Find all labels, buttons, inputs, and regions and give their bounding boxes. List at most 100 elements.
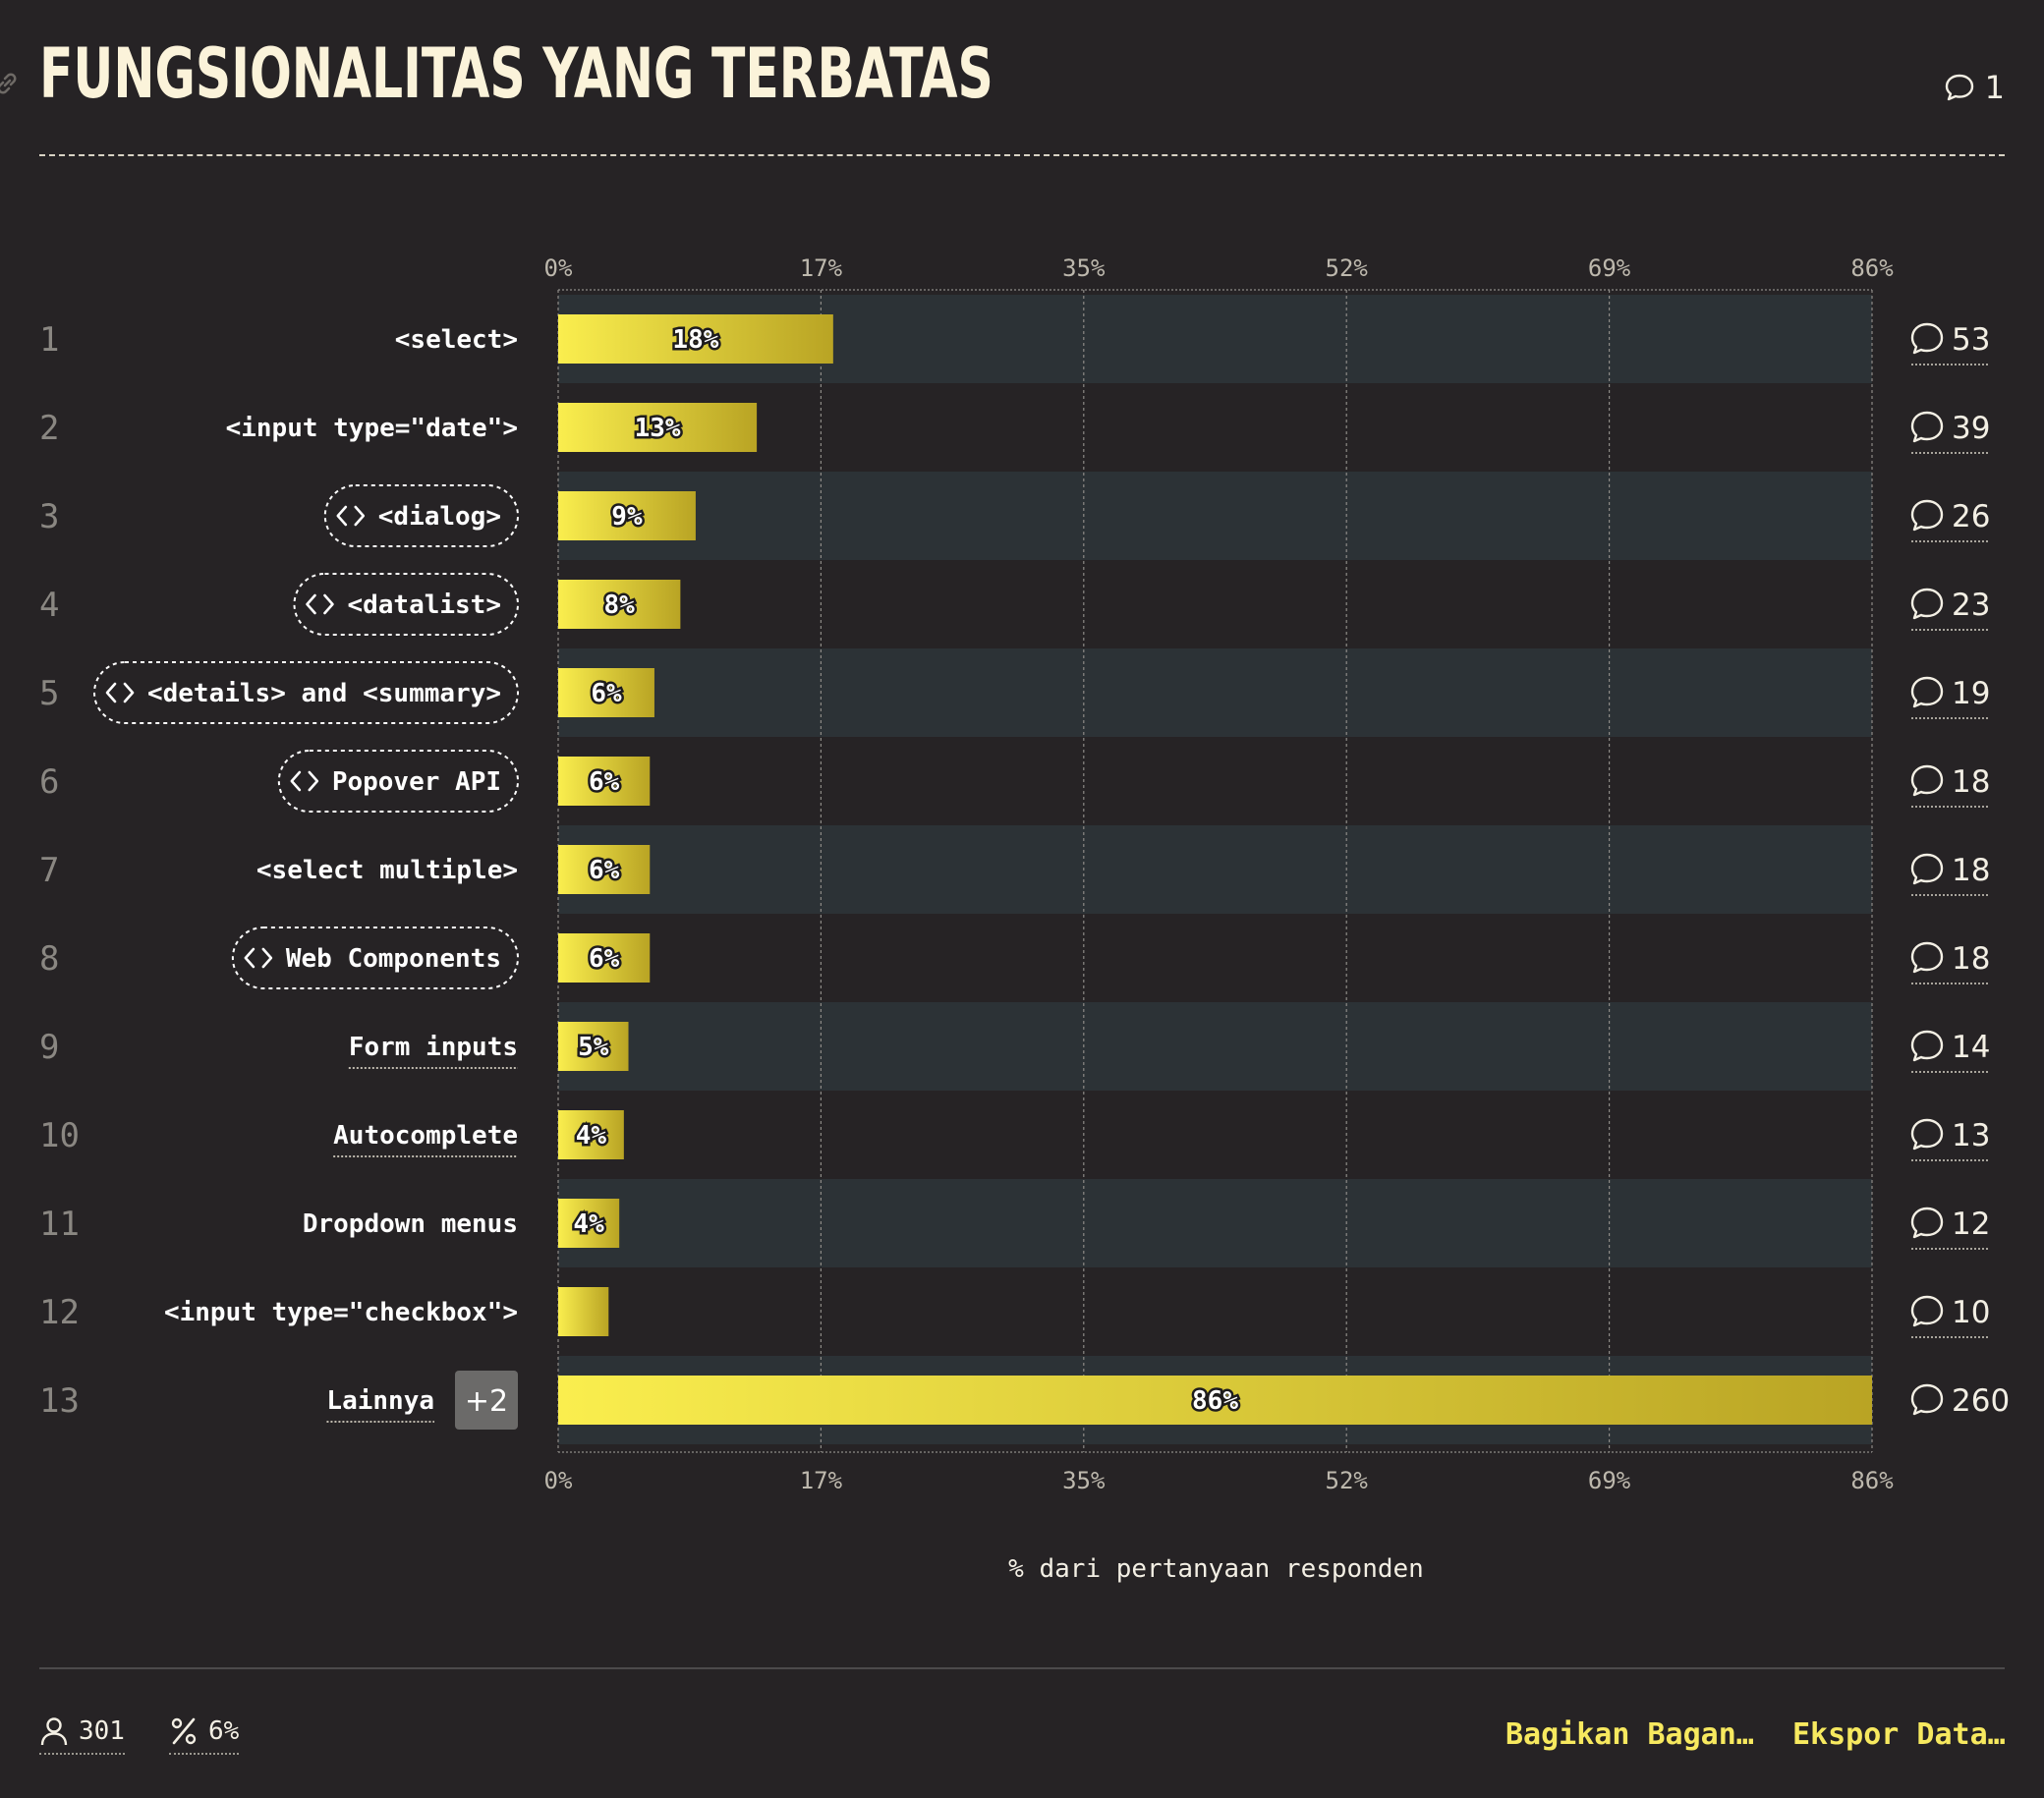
- row-comment-count: 18: [1952, 853, 1990, 888]
- feature-tag-pill[interactable]: [93, 661, 519, 724]
- bar-value-label: 6%: [591, 679, 622, 708]
- percent-icon: [171, 1717, 197, 1745]
- row-rank: 12: [39, 1293, 80, 1332]
- comment-bubble-icon: [1910, 1118, 1944, 1151]
- row-comments-button[interactable]: 26: [1910, 499, 1990, 542]
- row-rank: 4: [39, 586, 59, 625]
- x-tick-label: 0%: [544, 1467, 573, 1494]
- row-label[interactable]: Lainnya: [326, 1386, 434, 1416]
- bar-value-label: 13%: [635, 414, 681, 443]
- bar[interactable]: [558, 1110, 624, 1159]
- chart-row: 8 Web Components 18: [39, 927, 1990, 989]
- row-label[interactable]: Autocomplete: [333, 1121, 518, 1151]
- row-comment-count: 53: [1952, 322, 1990, 358]
- row-rank: 6: [39, 762, 59, 802]
- x-tick-label: 86%: [1850, 254, 1894, 282]
- row-label[interactable]: <select multiple>: [256, 856, 518, 885]
- feature-tag-pill[interactable]: [231, 927, 519, 989]
- comment-bubble-icon: [1910, 322, 1944, 355]
- chart-row: 11 Dropdown menus 12: [39, 1205, 1990, 1250]
- row-band: [558, 472, 1872, 560]
- chart-row: 6 Popover API 18: [39, 750, 1990, 813]
- bar[interactable]: [558, 314, 833, 364]
- code-brackets-icon: [336, 505, 366, 527]
- code-bracket-left: [290, 770, 302, 792]
- bar-value-label: 6%: [589, 767, 620, 797]
- code-bracket-right: [354, 505, 366, 527]
- feature-tag-pill[interactable]: [293, 573, 520, 636]
- row-comments-button[interactable]: 39: [1910, 411, 1990, 454]
- bar[interactable]: [558, 933, 651, 983]
- bar[interactable]: [558, 845, 651, 894]
- comment-bubble-icon: [1910, 499, 1944, 532]
- bar[interactable]: [558, 580, 681, 629]
- bar-value-label: 86%: [1192, 1386, 1238, 1416]
- x-tick-label: 17%: [800, 254, 843, 282]
- link-icon[interactable]: [0, 71, 20, 96]
- chart-row: 1 <select> 53: [39, 320, 1990, 365]
- title-comments-button[interactable]: 1: [1944, 69, 2005, 106]
- badge-label: +2: [465, 1384, 508, 1419]
- bar[interactable]: [558, 1199, 620, 1248]
- row-comments-button[interactable]: 260: [1910, 1383, 2010, 1419]
- x-axis-title: % dari pertanyaan responden: [1008, 1554, 1424, 1584]
- row-label[interactable]: <input type="date">: [226, 414, 518, 443]
- row-rank: 2: [39, 409, 59, 448]
- chart-row: 2 <input type="date"> 39: [39, 409, 1990, 454]
- more-items-badge[interactable]: +2: [455, 1371, 518, 1430]
- row-comments-button[interactable]: 12: [1910, 1207, 1990, 1250]
- feature-tag-pill[interactable]: [277, 750, 519, 813]
- row-comments-button[interactable]: 53: [1910, 322, 1990, 365]
- chart-row: 9 Form inputs 14: [39, 1028, 1990, 1073]
- row-comment-count: 10: [1952, 1295, 1990, 1330]
- bar[interactable]: [558, 403, 758, 452]
- chart-row: 10 Autocomplete 13: [39, 1116, 1990, 1161]
- bar[interactable]: [558, 757, 651, 806]
- respondents-count: 301: [79, 1716, 125, 1746]
- row-comments-button[interactable]: 18: [1910, 853, 1990, 896]
- row-label[interactable]: Popover API: [332, 767, 501, 797]
- comment-bubble-icon: [1910, 764, 1944, 797]
- row-label[interactable]: <details> and <summary>: [147, 679, 501, 708]
- code-bracket-left: [306, 593, 316, 615]
- row-label[interactable]: Form inputs: [349, 1033, 518, 1062]
- export-data-button[interactable]: Ekspor Data…: [1792, 1717, 2006, 1752]
- row-comment-count: 260: [1952, 1383, 2010, 1419]
- comment-bubble-icon: [1910, 941, 1944, 974]
- row-comments-button[interactable]: 23: [1910, 588, 1990, 631]
- share-chart-button[interactable]: Bagikan Bagan…: [1505, 1717, 1754, 1752]
- row-label[interactable]: <input type="checkbox">: [164, 1298, 518, 1327]
- feature-tag-pill[interactable]: [323, 484, 519, 547]
- row-comments-button[interactable]: 18: [1910, 941, 1990, 984]
- row-label[interactable]: Dropdown menus: [303, 1209, 518, 1239]
- comment-bubble-icon: [1910, 411, 1944, 443]
- row-comments-button[interactable]: 14: [1910, 1030, 1990, 1073]
- x-tick-label: 35%: [1062, 1467, 1106, 1494]
- row-label[interactable]: <datalist>: [347, 590, 501, 620]
- row-label[interactable]: Web Components: [286, 944, 501, 974]
- row-band: [558, 825, 1872, 914]
- code-bracket-left: [336, 505, 348, 527]
- respondents-stat[interactable]: 301: [39, 1715, 125, 1755]
- percent-stat[interactable]: 6%: [169, 1715, 240, 1755]
- comment-bubble-icon: [1910, 853, 1944, 885]
- row-comments-button[interactable]: 10: [1910, 1295, 1990, 1338]
- row-band: [558, 1002, 1872, 1091]
- code-brackets-icon: [244, 947, 273, 969]
- x-tick-label: 52%: [1326, 1467, 1369, 1494]
- x-tick-label: 69%: [1588, 1467, 1631, 1494]
- bar[interactable]: [558, 668, 654, 717]
- bar[interactable]: [558, 1287, 609, 1336]
- bar[interactable]: [558, 1376, 1872, 1425]
- row-comments-button[interactable]: 18: [1910, 764, 1990, 808]
- bar-value-label: 18%: [672, 325, 718, 355]
- row-label[interactable]: <dialog>: [378, 502, 501, 532]
- row-comments-button[interactable]: 13: [1910, 1118, 1990, 1161]
- bar-value-label: 4%: [576, 1121, 607, 1151]
- bar[interactable]: [558, 491, 696, 540]
- row-comment-count: 13: [1952, 1118, 1990, 1153]
- x-tick-label: 52%: [1326, 254, 1369, 282]
- bar[interactable]: [558, 1022, 629, 1071]
- row-comments-button[interactable]: 19: [1910, 676, 1990, 719]
- row-label[interactable]: <select>: [395, 325, 518, 355]
